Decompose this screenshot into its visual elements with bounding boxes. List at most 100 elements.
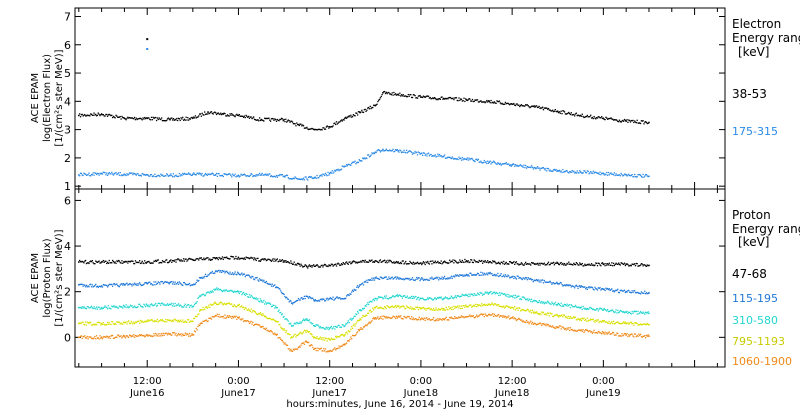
scatter-dot (421, 277, 423, 279)
scatter-dot (582, 318, 584, 320)
scatter-dot (493, 101, 496, 103)
scatter-dot (212, 173, 214, 175)
scatter-dot (254, 119, 257, 121)
scatter-dot (217, 172, 219, 175)
scatter-dot (575, 112, 578, 114)
scatter-dot (469, 314, 471, 316)
scatter-dot (325, 265, 327, 267)
data-point (359, 328, 361, 331)
scatter-dot (264, 328, 267, 331)
scatter-dot (497, 272, 499, 275)
scatter-dot (264, 303, 266, 305)
scatter-dot (134, 334, 137, 337)
scatter-dot (510, 103, 512, 105)
scatter-dot (460, 261, 462, 263)
scatter-dot (405, 277, 407, 280)
scatter-dot (634, 310, 637, 313)
scatter-dot (571, 328, 573, 331)
scatter-dot (204, 258, 206, 261)
scatter-dot (570, 286, 572, 288)
scatter-dot (180, 117, 182, 119)
scatter-dot (478, 294, 480, 296)
scatter-dot (248, 309, 251, 312)
scatter-dot (350, 263, 352, 265)
scatter-dot (616, 119, 618, 122)
scatter-dot (93, 285, 95, 287)
scatter-dot (143, 334, 145, 337)
scatter-dot (449, 317, 452, 319)
scatter-dot (247, 320, 250, 323)
scatter-dot (427, 152, 430, 154)
scatter-dot (97, 337, 99, 339)
scatter-dot (640, 263, 643, 265)
scatter-dot (91, 174, 94, 176)
scatter-dot (269, 317, 271, 320)
scatter-dot (218, 289, 220, 291)
electron-legend-units: [keV] (738, 45, 769, 59)
scatter-dot (578, 329, 580, 331)
scatter-dot (481, 101, 484, 103)
scatter-dot (466, 316, 469, 318)
scatter-dot (502, 103, 504, 105)
scatter-dot (541, 106, 544, 108)
scatter-dot (438, 155, 440, 157)
scatter-dot (525, 310, 527, 312)
scatter-dot (371, 320, 373, 322)
data-point (442, 277, 445, 279)
scatter-dot (512, 103, 514, 105)
scatter-dot (514, 165, 516, 167)
scatter-dot (133, 172, 135, 175)
scatter-dot (81, 174, 83, 176)
scatter-dot (118, 286, 121, 288)
scatter-dot (280, 118, 282, 121)
scatter-dot (530, 166, 532, 169)
scatter-dot (383, 295, 386, 297)
data-point (579, 286, 582, 289)
scatter-dot (505, 275, 507, 277)
scatter-dot (514, 297, 516, 299)
scatter-dot (120, 306, 122, 308)
scatter-dot (482, 304, 485, 306)
scatter-dot (554, 282, 556, 285)
scatter-dot (191, 174, 193, 177)
scatter-dot (428, 307, 431, 309)
scatter-dot (163, 303, 165, 305)
scatter-dot (268, 302, 270, 304)
scatter-dot (324, 348, 327, 350)
scatter-dot (550, 170, 552, 172)
scatter-dot (630, 119, 632, 122)
scatter-dot (334, 263, 336, 266)
scatter-dot (510, 295, 512, 297)
scatter-dot (596, 117, 598, 119)
scatter-dot (335, 348, 338, 350)
scatter-dot (395, 294, 398, 297)
scatter-dot (361, 283, 363, 285)
scatter-dot (585, 171, 587, 174)
scatter-dot (324, 350, 326, 352)
scatter-dot (607, 322, 610, 324)
scatter-dot (134, 118, 137, 121)
scatter-dot (373, 317, 375, 319)
scatter-dot (574, 263, 577, 266)
scatter-dot (145, 281, 148, 284)
scatter-dot (278, 309, 280, 311)
scatter-dot (113, 305, 115, 307)
scatter-dot (547, 324, 549, 326)
scatter-dot (168, 118, 170, 120)
scatter-dot (93, 337, 95, 339)
scatter-dot (518, 317, 520, 320)
scatter-dot (186, 321, 188, 323)
scatter-dot (409, 279, 411, 281)
scatter-dot (242, 116, 245, 118)
scatter-dot (404, 316, 406, 318)
scatter-dot (567, 263, 569, 265)
scatter-dot (372, 318, 374, 320)
scatter-dot (559, 281, 561, 284)
scatter-dot (79, 259, 81, 262)
scatter-dot (256, 175, 258, 177)
scatter-dot (593, 172, 595, 174)
scatter-dot (642, 265, 644, 267)
scatter-dot (471, 98, 474, 101)
scatter-dot (130, 283, 132, 286)
scatter-dot (163, 320, 165, 323)
